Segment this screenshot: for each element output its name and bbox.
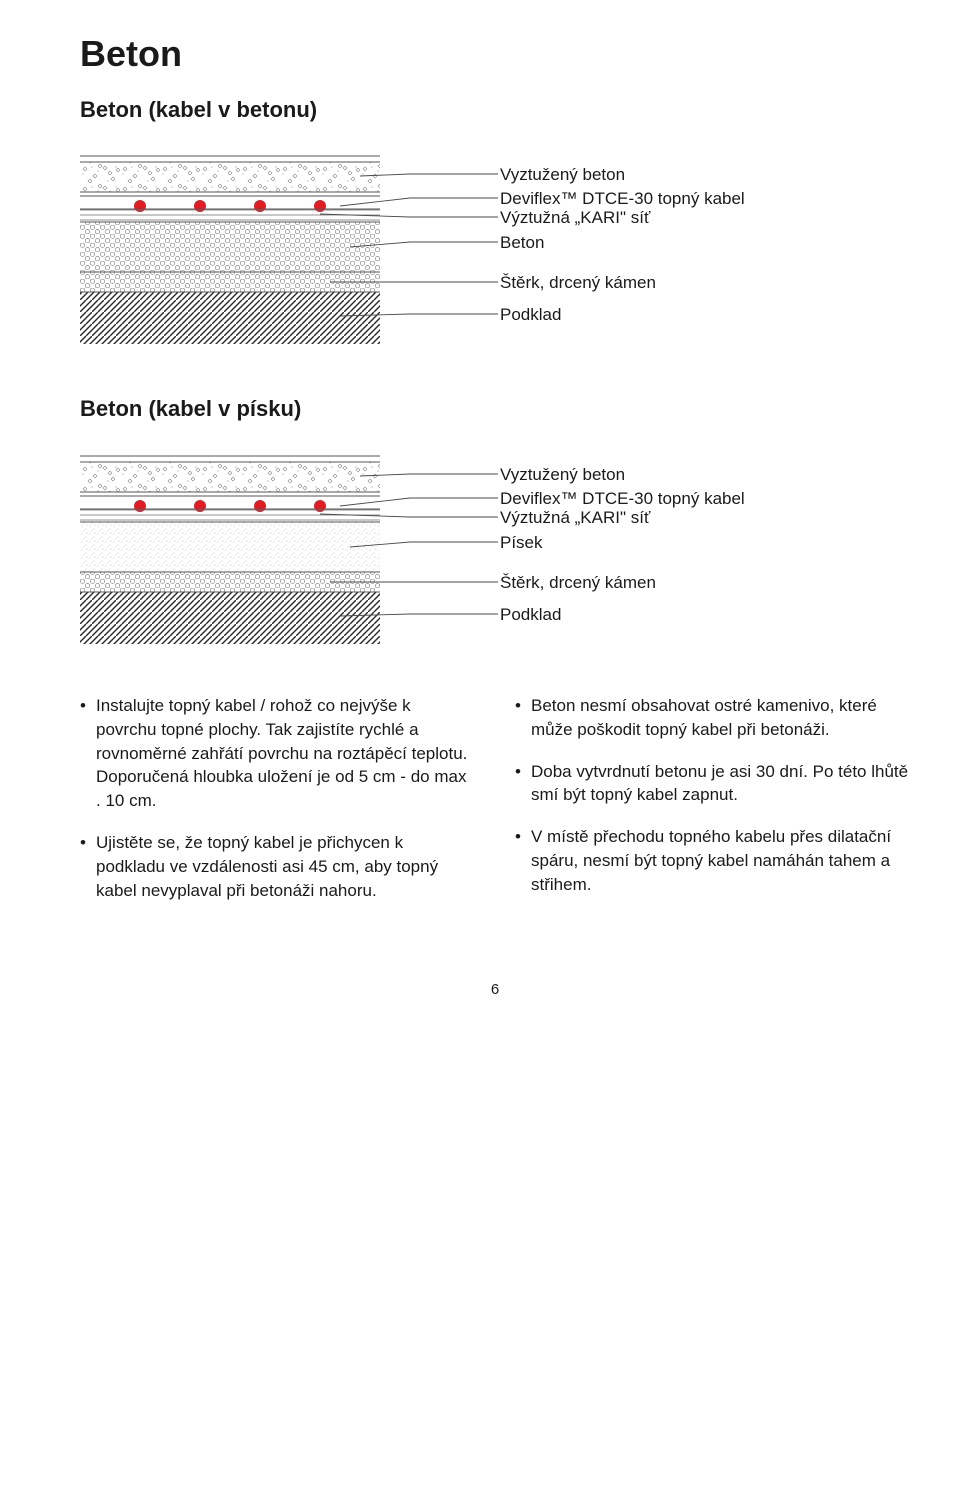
bullet-item: V místě přechodu topného kabelu přes dil… [515, 825, 910, 896]
page-title: Beton [80, 30, 910, 79]
diagram-labels-2: Vyztužený betonDeviflex™ DTCE-30 topný k… [500, 444, 760, 654]
diagram-label: Písek [500, 532, 543, 555]
diagram-label: Štěrk, drcený kámen [500, 272, 656, 295]
column-right: Beton nesmí obsahovat ostré kamenivo, kt… [515, 694, 910, 920]
diagram-label: Podklad [500, 304, 561, 327]
diagram-label: Vyztužený beton [500, 464, 625, 487]
diagram-beton: Beton (kabel v betonu) Vyztužený betonDe… [80, 95, 910, 355]
diagram-heading-2: Beton (kabel v písku) [80, 394, 910, 424]
cross-section-diagram-2 [80, 444, 500, 654]
diagram-label: Podklad [500, 604, 561, 627]
column-left: Instalujte topný kabel / rohož co nejvýš… [80, 694, 475, 920]
page-number: 6 [80, 980, 910, 1000]
bullet-item: Doba vytvrdnutí betonu je asi 30 dní. Po… [515, 760, 910, 808]
bullet-item: Ujistěte se, že topný kabel je přichycen… [80, 831, 475, 902]
diagram-label: Výztužná „KARI" síť [500, 207, 650, 230]
diagram-label: Beton [500, 232, 544, 255]
bullet-item: Beton nesmí obsahovat ostré kamenivo, kt… [515, 694, 910, 742]
diagram-label: Výztužná „KARI" síť [500, 507, 650, 530]
bullet-list-right: Beton nesmí obsahovat ostré kamenivo, kt… [515, 694, 910, 897]
diagram-label: Vyztužený beton [500, 164, 625, 187]
diagram-labels-1: Vyztužený betonDeviflex™ DTCE-30 topný k… [500, 144, 760, 354]
cross-section-diagram-1 [80, 144, 500, 354]
diagram-label: Štěrk, drcený kámen [500, 572, 656, 595]
body-columns: Instalujte topný kabel / rohož co nejvýš… [80, 694, 910, 920]
diagram-heading-1: Beton (kabel v betonu) [80, 95, 910, 125]
diagram-pisek: Beton (kabel v písku) Vyztužený betonDev… [80, 394, 910, 654]
bullet-list-left: Instalujte topný kabel / rohož co nejvýš… [80, 694, 475, 902]
bullet-item: Instalujte topný kabel / rohož co nejvýš… [80, 694, 475, 813]
